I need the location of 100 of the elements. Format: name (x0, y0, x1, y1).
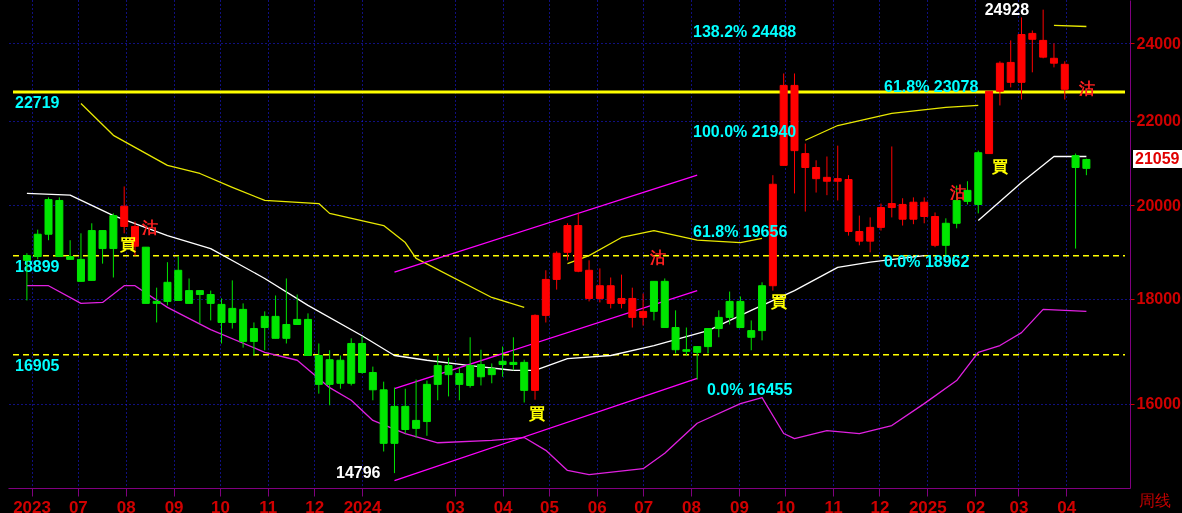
candlestick (282, 277, 291, 344)
x-tick-label: 12 (870, 497, 890, 513)
candlestick (898, 197, 907, 227)
candlestick (163, 261, 172, 306)
x-tick-label: 12 (305, 497, 325, 513)
x-tick-label: 07 (634, 497, 654, 513)
x-tick-label: 07 (68, 497, 88, 513)
annotation: 61.8% 23078 (884, 78, 979, 95)
x-tick-label: 2025 (908, 497, 947, 513)
candlestick (714, 309, 723, 338)
annotation: 138.2% 24488 (693, 23, 797, 40)
annotation: 買 (991, 158, 1008, 175)
ref-line-label: 22719 (15, 94, 60, 112)
candlestick (909, 196, 918, 225)
candlestick (693, 346, 702, 380)
candlestick (152, 287, 161, 323)
candlestick (509, 336, 518, 371)
candlestick (725, 291, 734, 325)
candlestick (671, 309, 680, 354)
candlestick (271, 295, 280, 339)
candlestick (1039, 9, 1048, 59)
candlestick (206, 290, 215, 321)
candlestick (855, 215, 864, 246)
x-tick-label: 11 (824, 497, 843, 513)
x-tick-label: 06 (587, 497, 607, 513)
candlestick (401, 388, 410, 435)
candlestick (33, 229, 42, 260)
candlestick (336, 355, 345, 390)
x-tick-label: 04 (1057, 497, 1077, 513)
candlestick (812, 159, 821, 194)
x-tick-label: 03 (1009, 497, 1029, 513)
x-tick-label: 08 (116, 497, 136, 513)
annotation: 0.0% 18962 (884, 253, 970, 270)
candlestick (639, 293, 648, 326)
x-tick-label: 2023 (13, 497, 51, 513)
annotation: 買 (119, 236, 136, 253)
candlestick (120, 185, 129, 234)
ref-line-label: 16905 (15, 356, 60, 374)
x-tick-label: 03 (445, 497, 465, 513)
x-tick-label: 11 (259, 497, 278, 513)
candlestick (228, 279, 237, 330)
candlestick (433, 355, 442, 401)
candlestick (1028, 29, 1037, 73)
candlestick (595, 267, 604, 303)
candlestick (1006, 39, 1015, 88)
x-tick-label: 02 (966, 497, 986, 513)
candlestick (498, 346, 507, 378)
candlestick (66, 239, 75, 260)
x-tick-label: 09 (164, 497, 184, 513)
x-tick-label: 04 (493, 497, 514, 513)
candlestick (466, 336, 475, 389)
annotation: 買 (770, 293, 787, 310)
candlestick (887, 145, 896, 218)
candlestick (249, 321, 258, 356)
candlestick (801, 143, 810, 213)
x-tick-label: 05 (539, 497, 559, 513)
candlestick (76, 232, 85, 282)
candlestick (487, 362, 496, 384)
y-tick-label: 24000 (1136, 34, 1182, 52)
candlestick (195, 290, 204, 324)
candlestick (606, 276, 615, 309)
candlestick (704, 328, 712, 354)
annotation: 0.0% 16455 (707, 381, 793, 398)
x-tick-label: 10 (210, 497, 230, 513)
candlestick (1071, 153, 1080, 250)
y-tick-label: 22000 (1136, 112, 1182, 130)
y-tick-label: 18000 (1136, 290, 1182, 308)
candlestick (476, 349, 485, 386)
candlestick (1049, 42, 1058, 68)
candlestick (866, 216, 875, 253)
candlestick (682, 327, 691, 356)
x-tick-label: 08 (682, 497, 701, 513)
x-tick-label: 2024 (343, 497, 382, 513)
candlestick (617, 274, 626, 309)
candlestick (293, 294, 302, 325)
candlestick (628, 287, 637, 329)
candlestick (747, 319, 756, 351)
candlestick (412, 378, 421, 439)
candlestick (185, 277, 194, 304)
y-tick-label: 16000 (1136, 395, 1182, 413)
y-tick-label: 20000 (1136, 196, 1182, 214)
x-tick-label: 09 (729, 497, 749, 513)
x-axis-title: 周线 (1139, 491, 1171, 510)
candlestick (98, 230, 107, 265)
annotation: 買 (528, 405, 545, 422)
annotation: 沽 (649, 249, 666, 266)
candlestick (444, 357, 453, 397)
candlestick (822, 156, 831, 196)
candlestick (833, 145, 842, 201)
candlestick (941, 217, 950, 257)
candlestick (217, 297, 226, 344)
candlestick (920, 196, 929, 224)
x-tick-label: 10 (776, 497, 796, 513)
annotation: 24928 (984, 0, 1030, 18)
candlestick (876, 203, 885, 232)
annotation: 14796 (335, 464, 381, 482)
text: 21059 (1135, 150, 1180, 167)
candlestick (368, 366, 377, 401)
candlestick (260, 310, 269, 351)
ref-line-label: 18899 (15, 257, 60, 275)
